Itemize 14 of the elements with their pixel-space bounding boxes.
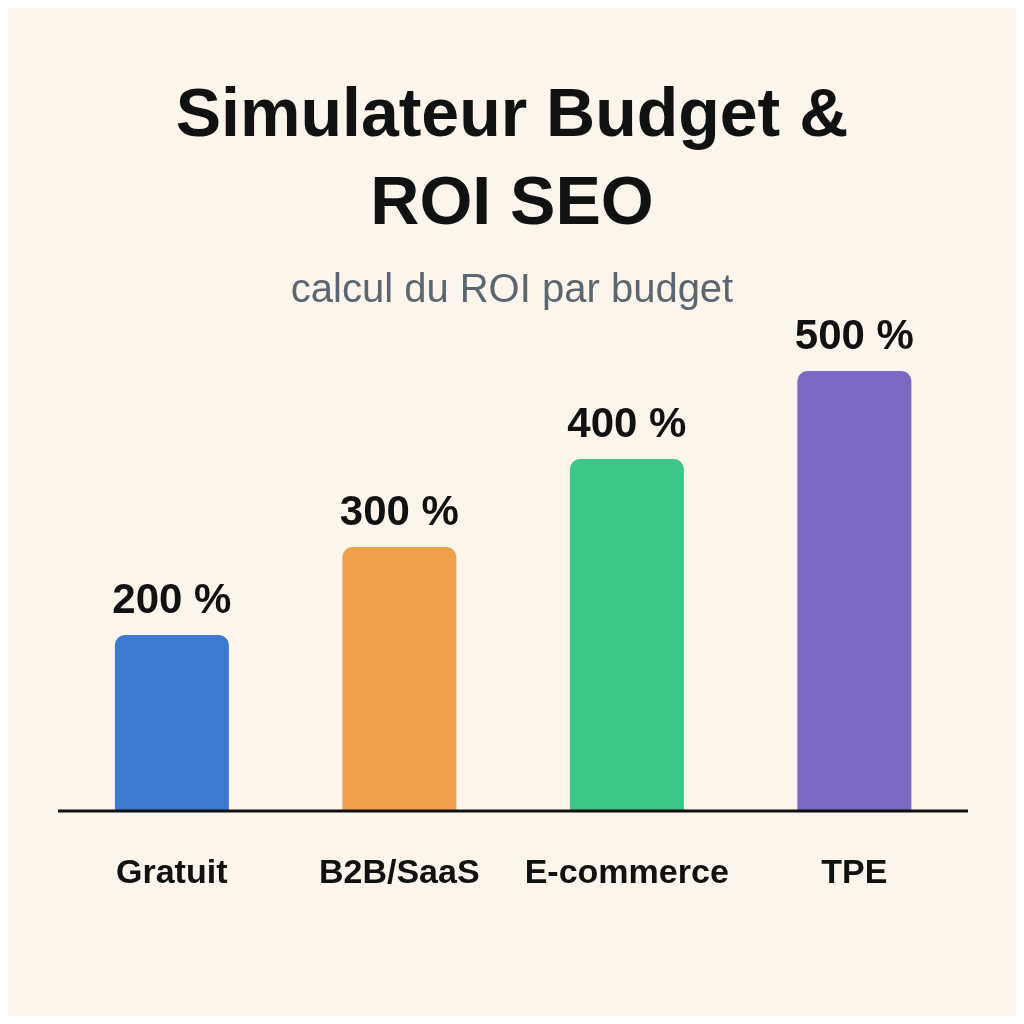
x-tick-label: Gratuit [116, 852, 228, 891]
x-tick-label: E-commerce [524, 852, 729, 891]
chart-subtitle: calcul du ROI par budget [289, 266, 735, 311]
bar [342, 547, 457, 811]
data-label: 300 % [339, 487, 459, 534]
x-tick-label: B2B/SaaS [318, 852, 480, 891]
data-label: 400 % [567, 399, 687, 446]
bar [114, 635, 229, 811]
bar [569, 459, 684, 811]
x-tick-label: TPE [821, 852, 888, 891]
bar [797, 371, 912, 811]
chart-title: Simulateur Budget & ROI SEO [174, 73, 850, 240]
data-label: 200 % [112, 575, 232, 622]
data-label: 500 % [794, 311, 914, 358]
